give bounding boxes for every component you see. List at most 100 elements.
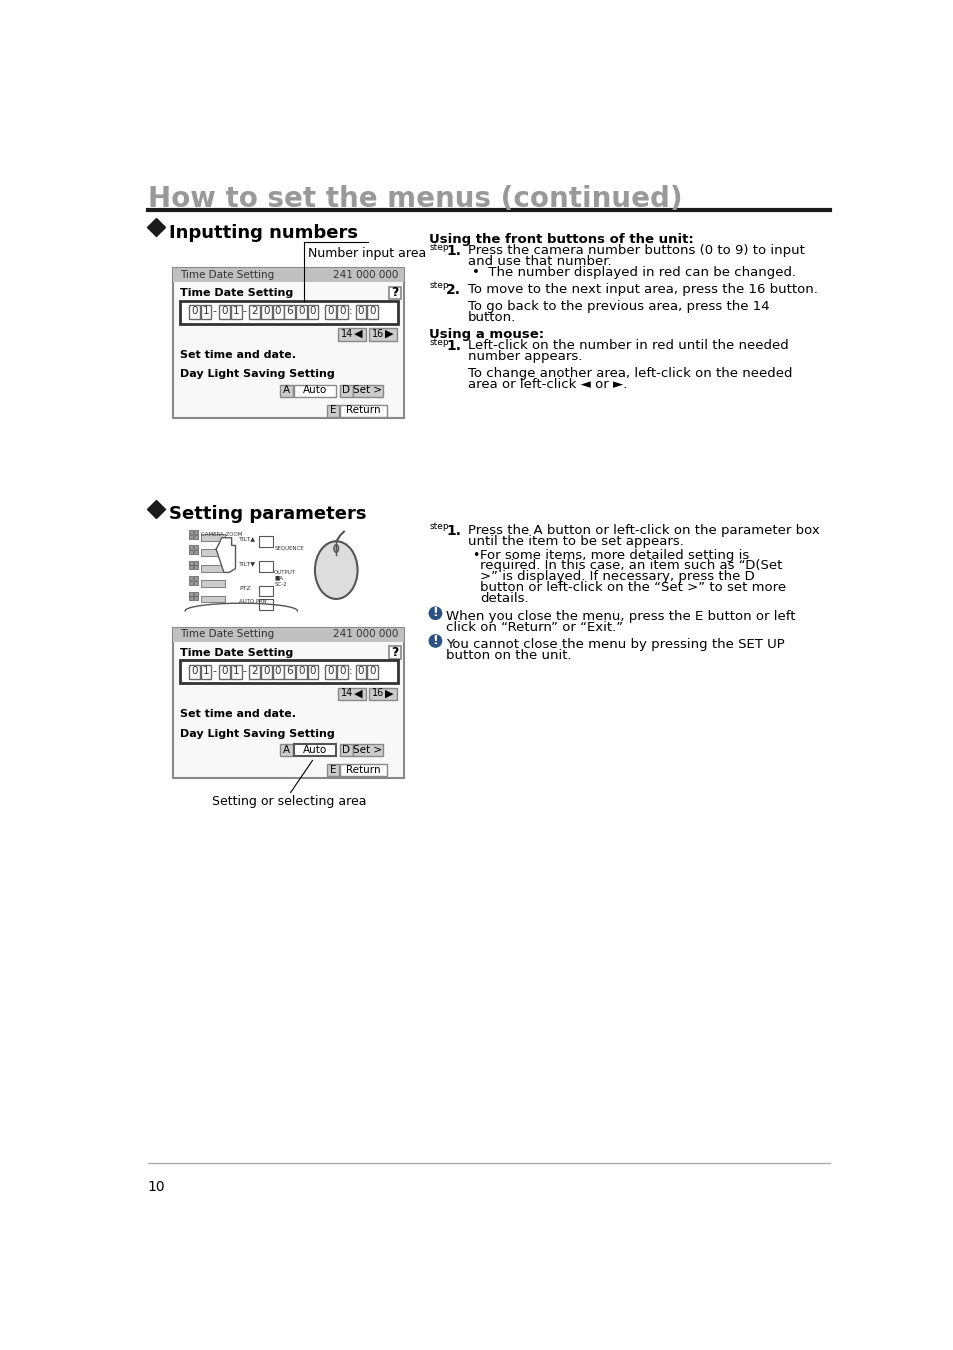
Text: details.: details. — [480, 591, 529, 605]
Bar — [189, 580, 193, 585]
Circle shape — [429, 634, 441, 647]
Bar — [189, 597, 193, 601]
Bar — [249, 664, 260, 679]
Text: A: A — [283, 385, 290, 396]
Bar — [201, 549, 224, 556]
Bar — [336, 305, 348, 319]
Text: 0: 0 — [221, 666, 228, 676]
Text: ▶: ▶ — [384, 328, 393, 339]
Bar — [193, 597, 197, 601]
Bar — [173, 628, 404, 778]
Bar — [369, 688, 396, 701]
Bar — [273, 305, 283, 319]
Bar — [189, 576, 193, 580]
Bar — [367, 664, 377, 679]
Text: 1: 1 — [233, 666, 239, 676]
Bar — [189, 305, 199, 319]
Bar — [280, 385, 293, 397]
Text: 1: 1 — [203, 666, 209, 676]
Text: 14: 14 — [341, 328, 354, 339]
Text: button or left-click on the “Set >” to set more: button or left-click on the “Set >” to s… — [480, 580, 785, 594]
Text: To change another area, left-click on the needed: To change another area, left-click on th… — [468, 367, 792, 379]
Text: Set >: Set > — [354, 385, 382, 396]
Text: Number input area: Number input area — [307, 247, 425, 259]
Text: TILT▼: TILT▼ — [239, 560, 256, 566]
Bar — [193, 535, 197, 539]
Text: Day Light Saving Setting: Day Light Saving Setting — [179, 729, 335, 738]
Text: 1: 1 — [203, 306, 209, 316]
Text: •: • — [472, 548, 478, 562]
Text: 0: 0 — [263, 306, 270, 316]
Bar — [173, 269, 404, 418]
Bar — [340, 385, 353, 397]
Bar — [189, 549, 193, 553]
Bar — [173, 628, 404, 641]
Bar — [355, 664, 366, 679]
Text: PTZ: PTZ — [239, 586, 251, 590]
Bar — [219, 664, 230, 679]
Text: Using a mouse:: Using a mouse: — [429, 328, 544, 340]
Text: Set >: Set > — [354, 744, 382, 755]
Bar — [189, 560, 193, 564]
Bar — [258, 560, 273, 571]
Text: 6: 6 — [286, 666, 293, 676]
Bar — [353, 744, 382, 756]
Text: E: E — [330, 764, 336, 775]
Text: Setting or selecting area: Setting or selecting area — [212, 795, 366, 807]
Text: Time Date Setting: Time Date Setting — [179, 629, 274, 640]
Bar — [389, 647, 401, 659]
Bar — [193, 580, 197, 585]
Text: 0: 0 — [191, 666, 197, 676]
Bar — [337, 688, 365, 701]
Text: D: D — [342, 744, 350, 755]
Text: 16: 16 — [372, 328, 384, 339]
Text: 2: 2 — [252, 666, 258, 676]
Text: step: step — [429, 281, 449, 290]
Text: E: E — [330, 405, 336, 414]
Text: 0: 0 — [369, 666, 375, 676]
Bar — [201, 580, 224, 587]
Text: 2.: 2. — [446, 284, 461, 297]
Text: 1.: 1. — [446, 524, 461, 537]
Text: Setting parameters: Setting parameters — [169, 505, 366, 524]
Bar — [280, 744, 293, 756]
Bar — [193, 566, 197, 570]
Text: ?: ? — [391, 647, 398, 659]
Bar — [189, 566, 193, 570]
Bar — [200, 305, 212, 319]
Text: 1.: 1. — [446, 339, 461, 354]
Bar — [294, 385, 335, 397]
Text: Time Date Setting: Time Date Setting — [179, 289, 293, 298]
Text: 0: 0 — [327, 306, 334, 316]
Text: 0: 0 — [221, 306, 228, 316]
Bar — [261, 305, 272, 319]
Text: 0: 0 — [191, 306, 197, 316]
Text: •  The number displayed in red can be changed.: • The number displayed in red can be cha… — [472, 266, 795, 279]
Text: 0: 0 — [297, 306, 304, 316]
Text: 0: 0 — [310, 666, 315, 676]
Text: 0: 0 — [339, 306, 345, 316]
Text: !: ! — [432, 606, 437, 618]
Text: 0: 0 — [357, 666, 364, 676]
Bar — [389, 286, 401, 300]
Text: Auto: Auto — [302, 385, 327, 396]
Text: Press the A button or left-click on the parameter box: Press the A button or left-click on the … — [468, 524, 819, 537]
Text: step: step — [429, 522, 449, 532]
Text: click on “Return” or “Exit.”: click on “Return” or “Exit.” — [446, 621, 622, 634]
Text: until the item to be set appears.: until the item to be set appears. — [468, 535, 683, 548]
Text: 1: 1 — [233, 306, 239, 316]
Bar — [179, 301, 397, 324]
Text: Day Light Saving Setting: Day Light Saving Setting — [179, 369, 335, 379]
Text: Set time and date.: Set time and date. — [179, 710, 295, 720]
Bar — [193, 531, 197, 533]
Text: 0: 0 — [327, 666, 334, 676]
Bar — [369, 328, 396, 340]
Text: Auto: Auto — [302, 744, 327, 755]
Text: 0: 0 — [310, 306, 315, 316]
Text: OUTPUT
■A
SC-2: OUTPUT ■A SC-2 — [274, 570, 296, 587]
Text: 241 000 000: 241 000 000 — [333, 629, 397, 640]
Bar — [200, 664, 212, 679]
Text: -: - — [213, 666, 216, 676]
Bar — [295, 305, 307, 319]
Text: 241 000 000: 241 000 000 — [333, 270, 397, 279]
